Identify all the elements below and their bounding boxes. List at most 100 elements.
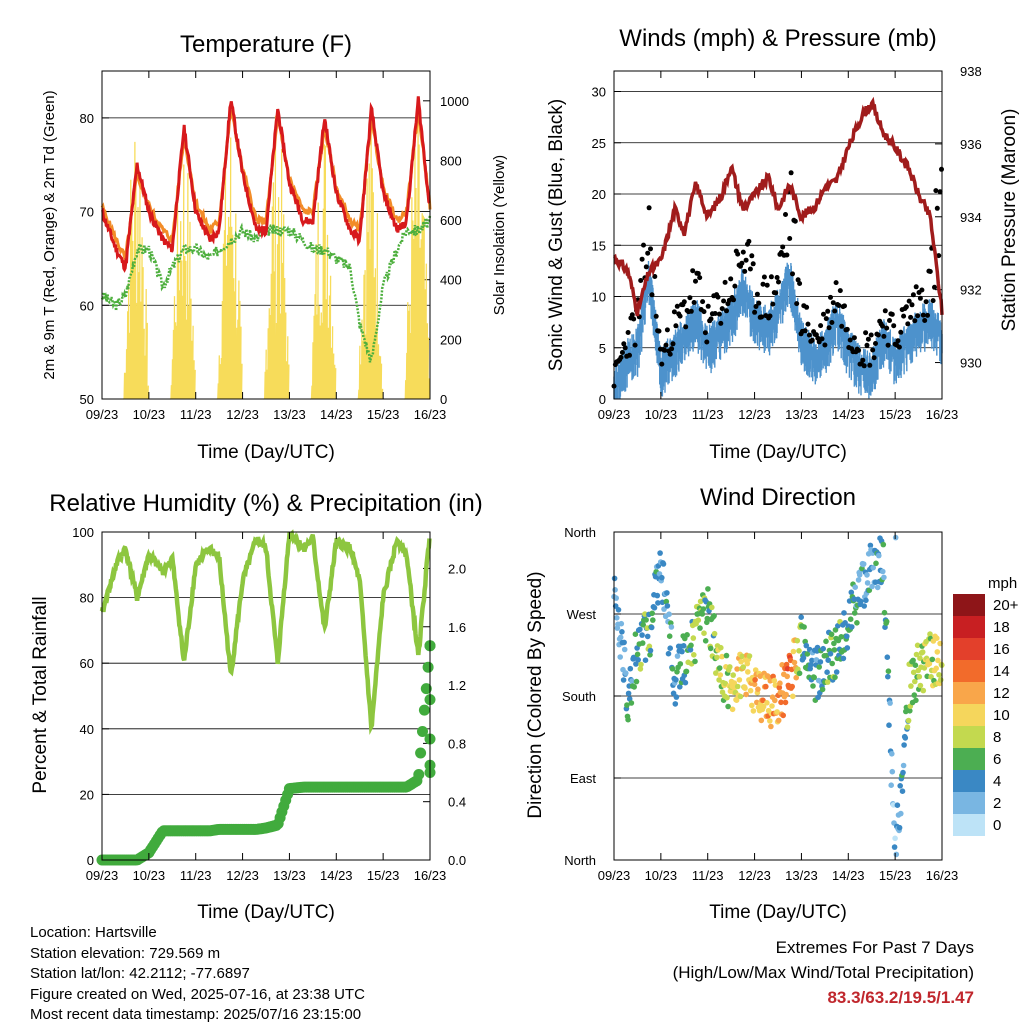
direction-point xyxy=(914,642,921,649)
rh-xtick-label: 10/23 xyxy=(133,868,166,883)
dir-xtick-label: 16/23 xyxy=(926,868,959,883)
gust-point xyxy=(776,279,781,285)
direction-point xyxy=(665,650,672,657)
solar-insolation-line xyxy=(123,115,431,400)
gust-point xyxy=(912,318,918,324)
direction-point xyxy=(729,706,736,713)
rh-ytick-label: 40 xyxy=(80,722,94,737)
direction-point xyxy=(801,624,807,630)
direction-point xyxy=(617,654,623,660)
rh-y2tick-label: 0.0 xyxy=(448,853,466,868)
gust-point xyxy=(909,302,915,308)
direction-point xyxy=(628,700,635,706)
gust-point xyxy=(773,290,779,296)
gust-point xyxy=(670,341,676,347)
direction-point xyxy=(782,699,789,706)
temp-xtick-label: 12/23 xyxy=(226,407,259,422)
direction-point xyxy=(784,673,790,680)
direction-point xyxy=(709,604,715,611)
direction-point xyxy=(758,717,765,724)
gust-point xyxy=(936,253,942,259)
wind-y2label: Station Pressure (Maroon) xyxy=(999,109,1020,332)
direction-point xyxy=(934,649,941,655)
speed-legend-swatch xyxy=(953,748,985,770)
direction-point xyxy=(810,683,816,689)
direction-point xyxy=(687,647,694,653)
direction-point xyxy=(654,592,661,599)
gust-point xyxy=(669,346,675,352)
direction-point xyxy=(655,600,661,606)
direction-point xyxy=(885,668,892,674)
direction-point xyxy=(611,575,618,582)
direction-point xyxy=(734,683,741,690)
rh-xlabel: Time (Day/UTC) xyxy=(197,902,335,923)
gust-point xyxy=(905,321,911,327)
gust-point xyxy=(790,271,795,277)
wind-y2tick-label: 930 xyxy=(960,356,982,371)
direction-point xyxy=(718,644,724,651)
direction-point xyxy=(692,658,698,665)
gust-point xyxy=(674,303,680,309)
direction-point xyxy=(858,598,864,605)
direction-point xyxy=(635,657,641,663)
direction-point xyxy=(650,617,656,623)
direction-point xyxy=(677,661,684,667)
temp-xtick-label: 16/23 xyxy=(414,407,447,422)
gust-point xyxy=(721,298,727,304)
gust-point xyxy=(787,236,793,241)
gust-point xyxy=(753,304,759,309)
rh-xtick-label: 15/23 xyxy=(367,868,400,883)
wind-xtick-label: 12/23 xyxy=(738,407,771,422)
direction-point xyxy=(900,769,906,776)
gust-point xyxy=(842,303,847,309)
precip-point xyxy=(413,769,425,780)
direction-point xyxy=(619,629,625,635)
direction-point xyxy=(707,645,714,652)
direction-point xyxy=(683,668,690,675)
gust-point xyxy=(719,306,725,312)
gust-point xyxy=(732,283,738,289)
direction-point xyxy=(794,637,801,644)
direction-point xyxy=(617,634,624,641)
direction-point xyxy=(731,680,738,686)
direction-point xyxy=(716,677,722,683)
direction-point xyxy=(901,742,907,748)
direction-point xyxy=(789,683,795,690)
direction-point xyxy=(833,669,840,675)
direction-point xyxy=(885,673,891,680)
wind-xtick-label: 15/23 xyxy=(879,407,912,422)
gust-point xyxy=(844,326,850,332)
gust-point xyxy=(671,309,677,315)
direction-point xyxy=(666,633,673,639)
direction-point xyxy=(682,679,689,686)
gust-point xyxy=(930,298,936,304)
direction-point xyxy=(863,597,869,604)
direction-point xyxy=(674,653,681,659)
speed-legend-label: 18 xyxy=(993,619,1010,636)
gust-point xyxy=(722,279,728,285)
direction-point xyxy=(739,653,745,660)
gust-point xyxy=(646,205,652,211)
direction-point xyxy=(912,662,919,668)
direction-point xyxy=(674,669,680,675)
gust-point xyxy=(724,308,729,314)
direction-point xyxy=(760,703,767,710)
gust-point xyxy=(629,312,635,318)
speed-legend-label: 0 xyxy=(993,817,1001,834)
direction-point xyxy=(752,677,758,683)
direction-point xyxy=(791,659,798,666)
gust-point xyxy=(819,336,825,342)
gust-point xyxy=(740,249,746,255)
speed-legend-swatch xyxy=(953,814,985,836)
temp-xtick-label: 10/23 xyxy=(133,407,166,422)
direction-point xyxy=(664,603,671,609)
direction-point xyxy=(854,620,860,626)
direction-point xyxy=(793,674,799,681)
direction-point xyxy=(642,657,649,663)
direction-point xyxy=(673,677,679,683)
rh-xtick-label: 13/23 xyxy=(273,868,306,883)
direction-point xyxy=(776,684,783,691)
direction-point xyxy=(711,630,718,637)
rh-y2tick-label: 1.2 xyxy=(448,678,466,693)
